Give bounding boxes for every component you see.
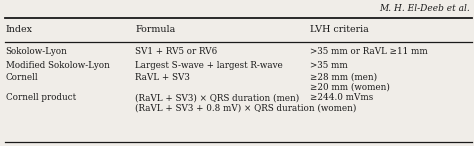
- Text: Cornell: Cornell: [6, 73, 38, 81]
- Text: (RaVL + SV3 + 0.8 mV) × QRS duration (women): (RaVL + SV3 + 0.8 mV) × QRS duration (wo…: [135, 104, 356, 113]
- Text: Index: Index: [6, 26, 33, 34]
- Text: Sokolow-Lyon: Sokolow-Lyon: [6, 47, 68, 57]
- Text: ≥28 mm (men): ≥28 mm (men): [310, 73, 378, 81]
- Text: LVH criteria: LVH criteria: [310, 26, 369, 34]
- Text: >35 mm: >35 mm: [310, 60, 348, 69]
- Text: (RaVL + SV3) × QRS duration (men): (RaVL + SV3) × QRS duration (men): [135, 93, 300, 102]
- Text: Largest S-wave + largest R-wave: Largest S-wave + largest R-wave: [135, 60, 283, 69]
- Text: ≥244.0 mVms: ≥244.0 mVms: [310, 93, 374, 102]
- Text: Modified Sokolow-Lyon: Modified Sokolow-Lyon: [6, 60, 109, 69]
- Text: >35 mm or RaVL ≥11 mm: >35 mm or RaVL ≥11 mm: [310, 47, 428, 57]
- Text: RaVL + SV3: RaVL + SV3: [135, 73, 190, 81]
- Text: ≥20 mm (women): ≥20 mm (women): [310, 83, 391, 92]
- Text: Formula: Formula: [135, 26, 175, 34]
- Text: Cornell product: Cornell product: [6, 93, 76, 102]
- Text: SV1 + RV5 or RV6: SV1 + RV5 or RV6: [135, 47, 218, 57]
- Text: M. H. El-Deeb et al.: M. H. El-Deeb et al.: [379, 4, 470, 13]
